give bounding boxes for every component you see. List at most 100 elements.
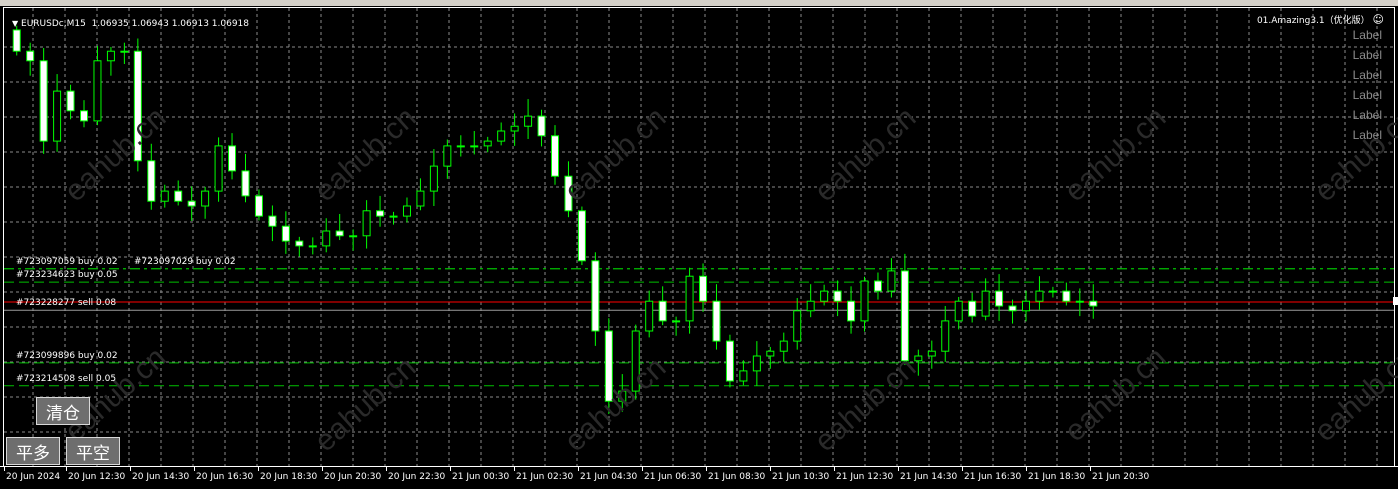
candle-body: [201, 190, 210, 207]
candle-body: [483, 140, 492, 147]
time-tick: [66, 467, 67, 471]
candle-body: [187, 200, 196, 207]
symbol-label: EURUSDc,M15: [21, 19, 86, 29]
time-label: 21 Jun 18:30: [1028, 472, 1086, 482]
label-3: Label: [1352, 68, 1382, 82]
close-long-button[interactable]: 平多: [6, 437, 60, 465]
candle-body: [672, 320, 681, 323]
candle-body: [1021, 300, 1030, 312]
time-label: 20 Jun 22:30: [388, 472, 446, 482]
candle-body: [685, 275, 694, 322]
candle-body: [214, 145, 223, 192]
time-axis: 20 Jun 2024 20 Jun 12:30 20 Jun 14:30 20 Ju…: [0, 466, 1398, 489]
candle-body: [295, 240, 304, 247]
time-label: 20 Jun 16:30: [196, 472, 254, 482]
candle-body: [793, 310, 802, 342]
candle-body: [591, 260, 600, 332]
time-tick: [194, 467, 195, 471]
candle-body: [12, 29, 21, 52]
candle-body: [658, 300, 667, 322]
candle-body: [914, 355, 923, 362]
candle-body: [860, 280, 869, 322]
candle-body: [712, 300, 721, 342]
candle-body: [564, 175, 573, 212]
candle-body: [981, 290, 990, 317]
time-label: 21 Jun 12:30: [836, 472, 894, 482]
time-tick: [130, 467, 131, 471]
time-label: 21 Jun 06:30: [644, 472, 702, 482]
candle-body: [752, 355, 761, 372]
candle-body: [26, 50, 35, 62]
label-1: Label: [1352, 28, 1382, 42]
time-label: 21 Jun 00:30: [452, 472, 510, 482]
candle-body: [254, 195, 263, 217]
candle-body: [53, 90, 62, 142]
ohlc-values: 1.06935 1.06943 1.06913 1.06918: [91, 19, 250, 29]
candle-body: [389, 215, 398, 218]
time-label: 20 Jun 2024: [6, 472, 61, 482]
time-label: 20 Jun 14:30: [132, 472, 190, 482]
time-tick: [514, 467, 515, 471]
candle-body: [456, 145, 465, 148]
candle-body: [1075, 300, 1084, 303]
bid-price-marker: [1393, 297, 1398, 305]
candle-body: [80, 110, 89, 122]
candle-body: [618, 390, 627, 402]
candle-body: [281, 225, 290, 242]
candle-body: [995, 290, 1004, 307]
time-label: 21 Jun 10:30: [772, 472, 830, 482]
time-tick: [4, 467, 5, 471]
order-label: #723234623 buy 0.05: [16, 270, 118, 281]
candle-body: [349, 235, 358, 238]
candle-body: [120, 50, 129, 53]
candle-body: [725, 340, 734, 382]
candle-body: [820, 290, 829, 302]
smiley-icon[interactable]: ☺: [1372, 13, 1384, 26]
candle-body: [1089, 300, 1098, 307]
chart-area[interactable]: eahub.cn eahub.cn eahub.cn eahub.cn eahub.cn…: [3, 7, 1398, 467]
order-label: #723097029 buy 0.02: [134, 256, 236, 267]
time-tick: [578, 467, 579, 471]
label-5: Label: [1352, 108, 1382, 122]
candle-body: [268, 215, 277, 227]
candle-body: [39, 60, 48, 142]
time-label: 21 Jun 02:30: [516, 472, 574, 482]
order-label: #723099896 buy 0.02: [16, 350, 118, 361]
candle-body: [551, 135, 559, 177]
candle-body: [1035, 290, 1044, 302]
candle-body: [927, 350, 936, 357]
candle-body: [322, 230, 331, 247]
collapse-triangle-icon[interactable]: ▼: [12, 19, 19, 28]
candle-body: [645, 300, 654, 332]
candle-body: [510, 125, 519, 132]
candle-body: [147, 160, 156, 202]
candle-body: [160, 190, 169, 202]
candle-body: [806, 300, 815, 312]
time-tick: [642, 467, 643, 471]
candle-body: [1048, 290, 1057, 293]
candle-body: [497, 130, 506, 142]
time-tick: [258, 467, 259, 471]
time-tick: [386, 467, 387, 471]
time-label: 21 Jun 20:30: [1092, 472, 1150, 482]
candle-body: [873, 280, 882, 292]
time-tick: [1090, 467, 1091, 471]
candle-body: [308, 245, 317, 248]
candle-body: [429, 165, 438, 192]
candle-body: [900, 270, 909, 362]
time-tick: [770, 467, 771, 471]
close-all-button[interactable]: 清仓: [36, 397, 90, 425]
time-label: 20 Jun 20:30: [324, 472, 382, 482]
candle-body: [335, 230, 344, 237]
close-short-button[interactable]: 平空: [66, 437, 120, 465]
candle-body: [416, 190, 425, 207]
candle-body: [66, 90, 75, 112]
candle-body: [941, 320, 950, 352]
time-label: 21 Jun 16:30: [964, 472, 1022, 482]
candle-body: [537, 115, 546, 137]
candle-body: [1008, 305, 1017, 312]
toolbar-strip: [0, 0, 1398, 6]
order-label: #723097059 buy 0.02: [16, 256, 118, 267]
candle-body: [779, 340, 788, 352]
candle-body: [443, 145, 452, 167]
